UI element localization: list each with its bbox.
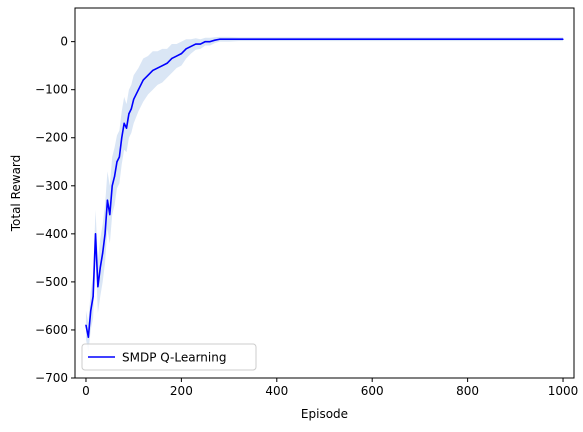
- series-0-point: [97, 286, 99, 288]
- y-tick-label: −200: [35, 131, 68, 145]
- series-0-point: [300, 38, 302, 40]
- x-tick-label: 400: [265, 384, 288, 398]
- y-tick-label: −400: [35, 227, 68, 241]
- series-0-point: [130, 108, 132, 110]
- legend: SMDP Q-Learning: [81, 343, 257, 371]
- series-0-point: [87, 336, 89, 338]
- series-0-point: [538, 38, 540, 40]
- series-0-point: [99, 266, 101, 269]
- series-0-point: [323, 38, 326, 40]
- axes-frame: [74, 7, 575, 379]
- y-tick-label: −500: [35, 275, 68, 289]
- x-tick-label: 1000: [548, 384, 579, 398]
- series-0-point: [104, 233, 106, 235]
- x-tick-label: 200: [170, 384, 193, 398]
- series-0-point: [276, 38, 278, 40]
- series-0-point: [133, 98, 135, 100]
- series-0-point: [347, 38, 349, 40]
- series-0-point: [90, 310, 92, 312]
- series-0-point: [114, 175, 116, 177]
- series-0-point: [142, 79, 144, 81]
- series-0-point: [257, 38, 259, 40]
- series-0-point: [247, 38, 249, 40]
- y-tick-label: −700: [35, 371, 68, 385]
- series-0-point: [116, 161, 118, 163]
- series-0-point: [467, 38, 469, 40]
- y-axis: −700 −600 −500 −400 −300 −200 −100 0: [35, 35, 75, 385]
- x-axis: 0 200 400 600 800 1000: [82, 378, 578, 398]
- plot-area: [85, 36, 564, 352]
- series-0-point: [443, 38, 445, 40]
- series-0-point: [152, 69, 154, 72]
- series-0-point: [121, 137, 123, 139]
- series-0-point: [85, 324, 87, 326]
- series-0-point: [166, 62, 168, 64]
- series-0-point: [395, 38, 397, 40]
- series-0-point: [514, 38, 516, 40]
- series-0-point: [128, 113, 130, 115]
- series-0-point: [123, 122, 125, 124]
- series-0-point: [111, 185, 113, 187]
- series-0-point: [266, 38, 268, 40]
- series-0-point: [190, 45, 192, 48]
- series-0-point: [156, 67, 159, 69]
- y-tick-label: −300: [35, 179, 68, 193]
- x-tick-label: 0: [82, 384, 90, 398]
- series-0-point: [209, 41, 211, 43]
- series-0-point: [147, 74, 149, 76]
- series-0-point: [195, 43, 197, 45]
- series-0-point: [94, 233, 97, 235]
- x-tick-label: 800: [456, 384, 479, 398]
- series-0-point: [92, 295, 94, 297]
- series-0-point: [109, 214, 111, 216]
- series-0-point: [176, 55, 178, 57]
- series-0-point: [214, 39, 216, 41]
- series-0-point: [223, 38, 225, 40]
- series-0-point: [199, 43, 202, 45]
- series-0-point: [118, 156, 120, 158]
- series-0-point: [218, 38, 221, 40]
- series-0-point: [228, 38, 230, 40]
- series-0-point: [419, 38, 421, 40]
- series-0-point: [180, 53, 182, 55]
- y-tick-label: −100: [35, 83, 68, 97]
- series-0-point: [171, 57, 173, 60]
- series-0-point: [185, 48, 187, 50]
- y-axis-title: Total Reward: [9, 155, 23, 233]
- series-0-point: [490, 38, 493, 40]
- y-tick-label: −600: [35, 323, 68, 337]
- legend-box: [81, 343, 257, 371]
- x-axis-title: Episode: [301, 407, 348, 421]
- x-tick-label: 600: [361, 384, 384, 398]
- series-0-point: [137, 89, 140, 91]
- series-0-point: [562, 38, 564, 40]
- legend-label: SMDP Q-Learning: [122, 351, 226, 365]
- series-0-point: [204, 41, 206, 43]
- series-0-point: [102, 252, 104, 254]
- y-tick-label: 0: [60, 35, 68, 49]
- series-0-point: [371, 38, 373, 40]
- series-0-point: [106, 199, 109, 201]
- series-0-point: [161, 65, 163, 67]
- series-0-point: [238, 38, 240, 40]
- series-0-point: [125, 127, 128, 129]
- series-0-line: [85, 38, 564, 338]
